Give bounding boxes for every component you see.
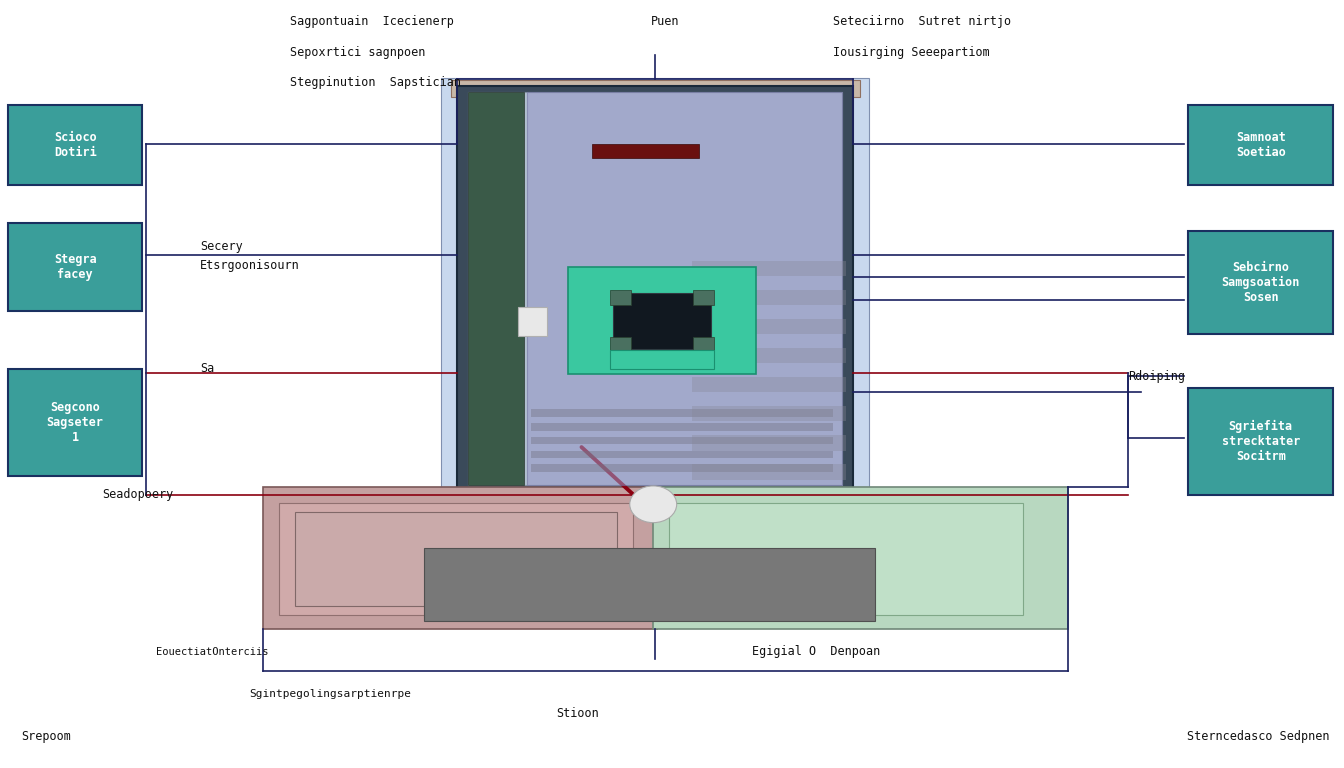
Text: Stioon: Stioon [556,707,599,720]
Text: Segcono
Sagseter
1: Segcono Sagseter 1 [47,401,103,444]
Text: Sa: Sa [200,362,214,376]
FancyBboxPatch shape [692,377,847,392]
FancyBboxPatch shape [280,502,633,615]
Text: Scioco
Dotiri: Scioco Dotiri [54,131,97,159]
FancyBboxPatch shape [613,293,711,349]
FancyBboxPatch shape [692,348,847,363]
FancyBboxPatch shape [610,290,632,305]
Text: Sgintpegolingsarptienrpe: Sgintpegolingsarptienrpe [250,689,411,699]
Text: 2#r: 2#r [601,574,620,584]
Text: Sterncedasco Sedpnen: Sterncedasco Sedpnen [1187,730,1329,743]
FancyBboxPatch shape [450,80,860,97]
FancyBboxPatch shape [517,307,547,336]
FancyBboxPatch shape [8,223,142,311]
FancyBboxPatch shape [531,423,833,431]
Text: Etsrgoonisourn: Etsrgoonisourn [200,259,300,272]
FancyBboxPatch shape [692,319,847,334]
FancyBboxPatch shape [692,290,714,305]
FancyBboxPatch shape [423,548,875,621]
Text: Secery: Secery [200,240,243,253]
FancyBboxPatch shape [692,435,847,451]
FancyBboxPatch shape [692,336,714,352]
FancyBboxPatch shape [610,350,714,369]
Text: Sagpontuain  Icecienerp: Sagpontuain Icecienerp [290,15,454,28]
FancyBboxPatch shape [441,78,870,498]
FancyBboxPatch shape [669,502,1023,615]
FancyBboxPatch shape [8,104,142,185]
Text: Egigial O  Denpoan: Egigial O Denpoan [753,645,880,658]
FancyBboxPatch shape [1188,231,1333,334]
Text: Rdoiping: Rdoiping [1128,370,1185,382]
FancyBboxPatch shape [531,451,833,458]
FancyBboxPatch shape [531,437,833,445]
Text: EouectiatOnterciis: EouectiatOnterciis [156,647,269,657]
FancyBboxPatch shape [263,488,657,629]
FancyBboxPatch shape [1188,388,1333,495]
FancyBboxPatch shape [653,488,1067,629]
Text: Srepoom: Srepoom [22,730,71,743]
Text: Swa800: Swa800 [439,581,477,591]
FancyBboxPatch shape [8,369,142,476]
Ellipse shape [630,486,676,523]
FancyBboxPatch shape [531,409,833,417]
Text: Sepoxrtici sagnpoen: Sepoxrtici sagnpoen [290,46,425,59]
FancyBboxPatch shape [457,85,853,491]
FancyBboxPatch shape [1188,104,1333,185]
Text: So£so: So£so [601,598,632,608]
FancyBboxPatch shape [296,511,617,606]
Text: Seadopoery: Seadopoery [102,488,173,502]
FancyBboxPatch shape [468,91,843,485]
FancyBboxPatch shape [610,336,632,352]
FancyBboxPatch shape [531,465,833,472]
Text: Puen: Puen [650,15,680,28]
FancyBboxPatch shape [527,91,843,485]
FancyBboxPatch shape [692,406,847,422]
FancyBboxPatch shape [692,290,847,305]
Text: Seteciirno  Sutret nirtjo: Seteciirno Sutret nirtjo [833,15,1011,28]
FancyBboxPatch shape [692,261,847,276]
Text: Sgriefita
strecktater
Socitrm: Sgriefita strecktater Socitrm [1222,420,1300,463]
Text: Iousirging Seeepartiom: Iousirging Seeepartiom [833,46,989,59]
FancyBboxPatch shape [468,91,524,485]
FancyBboxPatch shape [569,267,755,374]
Text: Samnoat
Soetiao: Samnoat Soetiao [1236,131,1286,159]
Text: Stegpinution  Sapstician: Stegpinution Sapstician [290,76,461,89]
Text: Sebcirno
Samgsoation
Sosen: Sebcirno Samgsoation Sosen [1222,261,1300,304]
Text: Stegra
facey: Stegra facey [54,253,97,281]
FancyBboxPatch shape [692,465,847,480]
FancyBboxPatch shape [591,144,699,158]
